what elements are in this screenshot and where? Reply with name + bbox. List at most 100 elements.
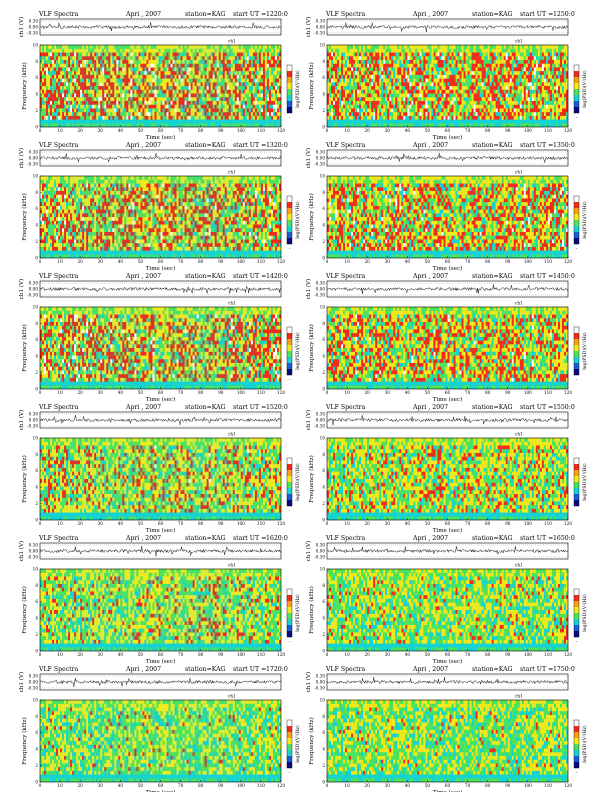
x-tick-label: 120: [277, 259, 285, 264]
colorbar-tick-label: -: [576, 116, 578, 121]
vlf-spectra-figure: VLF Spectra Apri , 2007 station=KAG start U…: [0, 0, 612, 792]
y-tick-label: 10: [320, 697, 326, 702]
x-axis-label: Time (sec): [433, 527, 463, 534]
colorbar-tick-label: -: [289, 116, 291, 121]
x-axis-label: Time (sec): [146, 658, 176, 665]
x-tick-label: 30: [385, 521, 391, 526]
colorbar: [574, 720, 579, 768]
y-axis-label: Frequency (kHz): [308, 62, 315, 110]
panel-station: station=KAG: [472, 273, 513, 280]
y-tick-label: 8: [322, 321, 325, 326]
panel-station: station=KAG: [472, 142, 513, 149]
x-tick-label: 80: [485, 652, 491, 657]
y-tick-label: 8: [35, 452, 38, 457]
x-tick-label: 100: [237, 259, 245, 264]
x-tick-label: 50: [425, 652, 431, 657]
x-tick-label: 110: [257, 128, 265, 133]
x-tick-label: 120: [277, 390, 285, 395]
panel-title: VLF Spectra: [38, 666, 79, 673]
x-tick-label: 110: [257, 783, 265, 788]
waveform-ylabel: ch1 (V): [305, 672, 312, 692]
y-tick-label: 2: [322, 370, 325, 375]
spectrogram-heatmap: [327, 569, 568, 651]
y-tick-label: 10: [33, 42, 39, 47]
colorbar: [574, 196, 579, 244]
x-tick-label: 30: [98, 259, 104, 264]
panel-title: VLF Spectra: [38, 535, 79, 542]
colorbar-label: log(PSD)(V²/Hz): [581, 70, 588, 108]
y-tick-label: 8: [322, 452, 325, 457]
y-tick-label: 8: [35, 321, 38, 326]
spectrogram-channel-label: ch1: [515, 563, 523, 568]
spectrogram-heatmap: [40, 438, 281, 520]
panel-date: Apri , 2007: [125, 535, 161, 542]
x-tick-label: 50: [425, 390, 431, 395]
waveform-tick-label: 0.00: [316, 155, 326, 160]
x-tick-label: 100: [237, 521, 245, 526]
x-tick-label: 20: [77, 128, 83, 133]
x-tick-label: 70: [465, 390, 471, 395]
panel-start-ut: 1350:0: [553, 142, 575, 149]
x-tick-label: 70: [178, 521, 184, 526]
x-tick-label: 0: [326, 521, 329, 526]
spectrogram-channel-label: ch1: [228, 694, 236, 699]
panel-title: VLF Spectra: [38, 273, 79, 280]
x-tick-label: 90: [218, 128, 224, 133]
figure-canvas: VLF Spectra Apri , 2007 station=KAG start U…: [0, 0, 612, 792]
colorbar-label: log(PSD)(V²/Hz): [294, 70, 301, 108]
panel-date: Apri , 2007: [125, 142, 161, 149]
x-tick-label: 120: [277, 521, 285, 526]
x-tick-label: 0: [39, 783, 42, 788]
panel-start-label: start UT =: [520, 11, 553, 18]
spectrogram-channel-label: ch1: [228, 432, 236, 437]
x-tick-label: 120: [277, 783, 285, 788]
waveform-tick-label: 0.00: [29, 548, 39, 553]
panel-station: station=KAG: [185, 535, 226, 542]
x-tick-label: 50: [425, 128, 431, 133]
panel-start-ut: 1520:0: [266, 404, 288, 411]
x-tick-label: 90: [505, 783, 511, 788]
x-tick-label: 50: [138, 259, 144, 264]
panel-date: Apri , 2007: [412, 404, 448, 411]
waveform-tick-label: -0.30: [314, 161, 325, 166]
panel-date: Apri , 2007: [412, 666, 448, 673]
x-tick-label: 120: [277, 128, 285, 133]
waveform-tick-label: 0.00: [316, 679, 326, 684]
x-tick-label: 50: [138, 783, 144, 788]
y-tick-label: 6: [322, 599, 325, 604]
waveform-ylabel: ch1 (V): [18, 148, 25, 168]
waveform-ylabel: ch1 (V): [305, 410, 312, 430]
panel-station: station=KAG: [472, 11, 513, 18]
panel-date: Apri , 2007: [125, 273, 161, 280]
colorbar-tick-label: -: [289, 509, 291, 514]
x-tick-label: 10: [57, 390, 63, 395]
x-tick-label: 50: [425, 521, 431, 526]
waveform-tick-label: 0.30: [29, 542, 39, 547]
x-tick-label: 10: [344, 783, 350, 788]
x-tick-label: 100: [237, 128, 245, 133]
waveform-tick-label: -0.30: [314, 30, 325, 35]
x-tick-label: 20: [364, 128, 370, 133]
waveform-tick-label: 0.30: [316, 18, 326, 23]
x-tick-label: 10: [344, 521, 350, 526]
x-tick-label: 60: [158, 390, 164, 395]
x-tick-label: 70: [465, 128, 471, 133]
waveform-tick-label: 0.00: [29, 417, 39, 422]
x-tick-label: 10: [344, 390, 350, 395]
x-tick-label: 40: [405, 128, 411, 133]
x-tick-label: 80: [198, 783, 204, 788]
colorbar-tick-label: -: [576, 771, 578, 776]
x-axis-label: Time (sec): [146, 265, 176, 272]
panel-date: Apri , 2007: [125, 11, 161, 18]
x-tick-label: 40: [405, 652, 411, 657]
x-tick-label: 70: [465, 652, 471, 657]
waveform-tick-label: 0.00: [316, 548, 326, 553]
waveform-tick-label: -0.30: [314, 423, 325, 428]
y-tick-label: 2: [322, 763, 325, 768]
colorbar-label: log(PSD)(V²/Hz): [294, 594, 301, 632]
x-tick-label: 110: [544, 783, 552, 788]
spectrogram-heatmap: [327, 438, 568, 520]
x-tick-label: 80: [485, 390, 491, 395]
